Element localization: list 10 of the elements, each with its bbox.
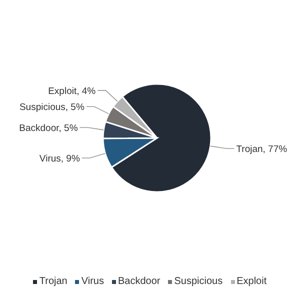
data-label: Trojan, 77% [236, 144, 288, 155]
legend-label: Backdoor [116, 276, 160, 287]
data-label: Exploit, 4% [48, 86, 96, 97]
legend-label: Trojan [38, 276, 68, 287]
legend-label: Virus [80, 276, 104, 287]
legend-label: Exploit [236, 276, 267, 287]
data-label: Suspicious, 5% [19, 102, 85, 114]
data-label: Backdoor, 5% [19, 123, 78, 134]
data-label: Virus, 9% [39, 154, 80, 164]
legend-label: Suspicious [173, 276, 223, 287]
